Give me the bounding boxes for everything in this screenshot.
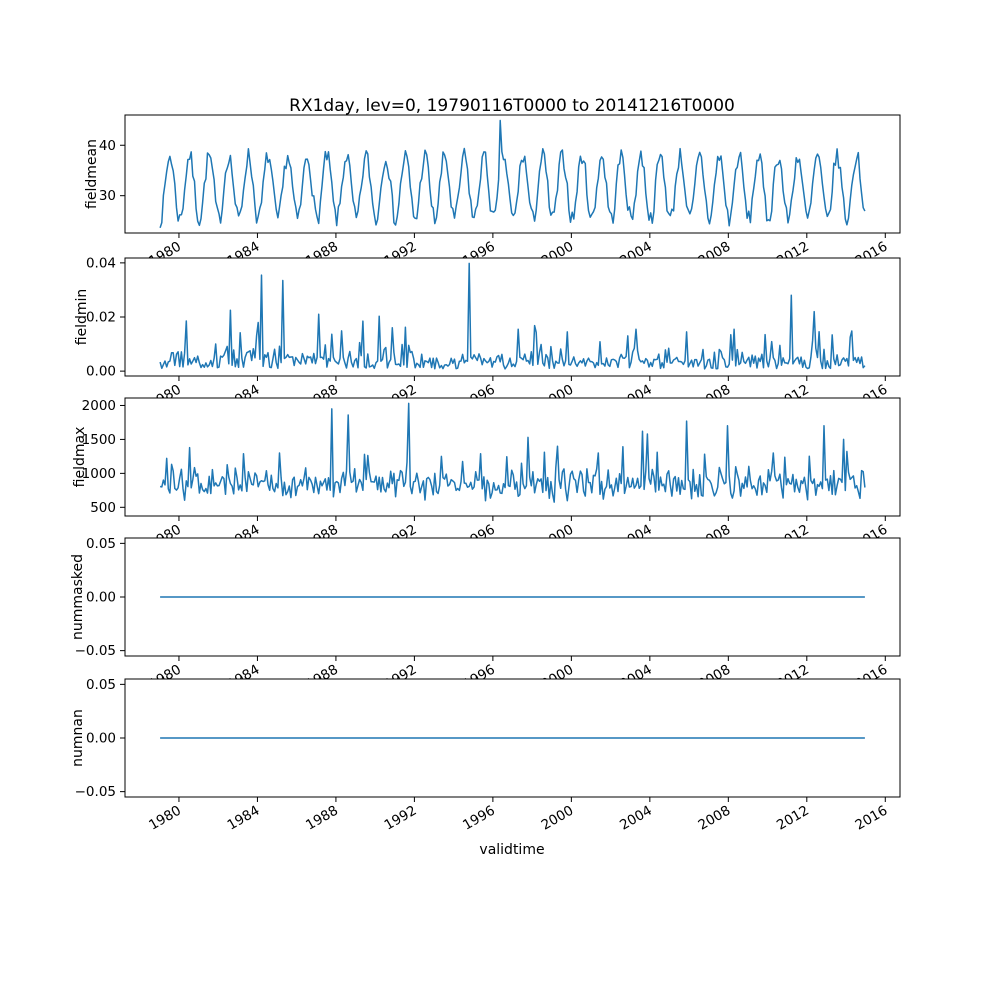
axes-background: [125, 398, 900, 516]
x-tick-label: 2012: [774, 803, 812, 834]
y-tick-label: 1500: [82, 432, 116, 448]
y-tick-label: 0.02: [86, 310, 116, 326]
y-tick-label: −0.05: [75, 784, 116, 800]
y-axis-label-fieldmax: fieldmax: [72, 426, 88, 488]
y-tick-label: 500: [90, 500, 116, 516]
x-tick-label: 1988: [303, 803, 341, 834]
y-tick-label: 0.05: [86, 536, 116, 552]
y-axis-label-nummasked: nummasked: [70, 553, 86, 641]
axes-frame: [124, 114, 901, 234]
x-tick-label: 2004: [617, 803, 655, 834]
x-tick-label: 2000: [539, 803, 577, 834]
y-tick-label: 40: [99, 138, 116, 154]
x-axis-label: validtime: [479, 842, 545, 858]
y-tick-label: 0.00: [86, 731, 116, 747]
x-tick-label: 1980: [146, 803, 184, 834]
series-line-fieldmean: [159, 119, 866, 229]
x-tick-label: 1984: [225, 803, 263, 834]
x-tick-label: 1992: [382, 803, 420, 834]
x-tick-label: 2016: [853, 803, 891, 834]
subplot-numnan: −0.05 0.00 0.05 1980 1984 1988 1992 1996 2000 200…: [75, 677, 901, 834]
plot-title: RX1day, lev=0, 19790116T0000 to 20141216…: [289, 96, 735, 116]
y-tick-label: 1000: [82, 466, 116, 482]
y-tick-label: 2000: [82, 398, 116, 414]
y-axis-label-numnan: numnan: [70, 709, 86, 767]
y-axis-label-fieldmean: fieldmean: [84, 139, 100, 209]
series-line-fieldmax: [159, 402, 866, 503]
y-tick-label: 0.05: [86, 677, 116, 693]
y-tick-label: 30: [99, 188, 116, 204]
x-tick-label: 2008: [696, 803, 734, 834]
y-tick-label: 0.00: [86, 590, 116, 606]
y-tick-label: −0.05: [75, 643, 116, 659]
y-tick-label: 0.04: [86, 255, 116, 271]
y-tick-label: 0.00: [86, 364, 116, 380]
axes-frame: [124, 397, 901, 517]
x-tick-label: 1996: [460, 803, 498, 834]
series-line-fieldmin: [159, 262, 866, 370]
y-axis-label-fieldmin: fieldmin: [74, 288, 90, 346]
